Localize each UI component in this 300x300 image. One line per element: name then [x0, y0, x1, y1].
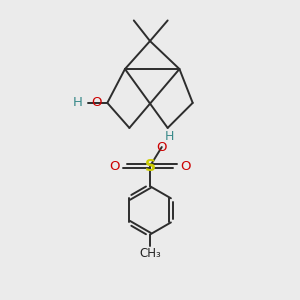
Text: CH₃: CH₃ — [139, 247, 161, 260]
Text: H: H — [73, 96, 83, 110]
Text: O: O — [157, 141, 167, 154]
Text: H: H — [164, 130, 174, 143]
Text: S: S — [145, 159, 155, 174]
Text: O: O — [92, 96, 102, 110]
Text: O: O — [109, 160, 119, 173]
Text: O: O — [181, 160, 191, 173]
